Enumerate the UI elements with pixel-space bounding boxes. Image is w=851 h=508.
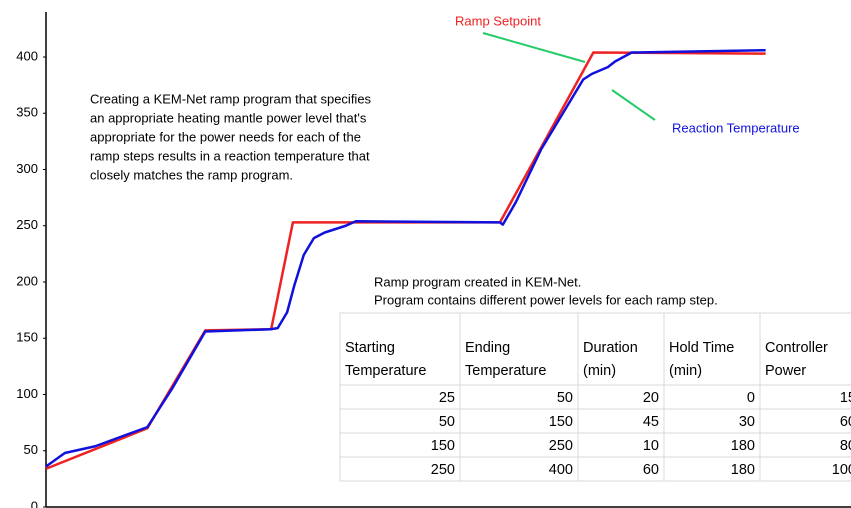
table-cell: 15 — [840, 390, 851, 406]
table-cell: 400 — [549, 462, 573, 478]
y-tick-label: 150 — [16, 330, 38, 345]
series-label: Reaction Temperature — [672, 120, 800, 135]
annotation: Creating a KEM-Net ramp program that spe… — [90, 91, 372, 106]
series-label: Ramp Setpoint — [455, 13, 541, 28]
table-cell: 100 — [832, 462, 851, 478]
table-cell: 45 — [643, 414, 659, 430]
table-header: (min) — [583, 363, 616, 379]
table-header: Power — [765, 363, 806, 379]
table-cell: 20 — [643, 390, 659, 406]
table-cell: 0 — [747, 390, 755, 406]
table-header: (min) — [669, 363, 702, 379]
table-header: Hold Time — [669, 340, 734, 356]
table-header: Starting — [345, 340, 395, 356]
y-tick-label: 50 — [24, 442, 38, 457]
table-caption: Ramp program created in KEM-Net. — [374, 274, 581, 289]
y-tick-label: 200 — [16, 273, 38, 288]
leader-line — [482, 32, 586, 63]
annotation: appropriate for the power needs for each… — [90, 129, 361, 144]
annotation: ramp steps results in a reaction tempera… — [90, 148, 370, 163]
table-cell: 180 — [731, 462, 755, 478]
table-header: Controller — [765, 340, 828, 356]
table-cell: 150 — [549, 414, 573, 430]
table-cell: 10 — [643, 438, 659, 454]
table-header: Temperature — [465, 363, 546, 379]
table-cell: 80 — [840, 438, 851, 454]
table-cell: 250 — [431, 462, 455, 478]
table-bg — [339, 312, 851, 482]
annotation: closely matches the ramp program. — [90, 167, 293, 182]
table-cell: 25 — [439, 390, 455, 406]
table-header: Temperature — [345, 363, 426, 379]
leader-line — [611, 89, 656, 121]
y-tick-label: 0 — [31, 498, 38, 508]
table-cell: 60 — [643, 462, 659, 478]
y-tick-label: 250 — [16, 217, 38, 232]
table-cell: 60 — [840, 414, 851, 430]
table-header: Ending — [465, 340, 510, 356]
annotation: an appropriate heating mantle power leve… — [90, 110, 367, 125]
table-cell: 50 — [439, 414, 455, 430]
table-header: Duration — [583, 340, 638, 356]
series-line — [45, 49, 766, 468]
table-cell: 250 — [549, 438, 573, 454]
y-tick-label: 350 — [16, 105, 38, 120]
table-cell: 30 — [739, 414, 755, 430]
table: Starting Temperature Ending Temperature Dura… — [339, 312, 851, 482]
y-tick-label: 100 — [16, 386, 38, 401]
y-tick-label: 400 — [16, 48, 38, 63]
table-caption: Program contains different power levels … — [374, 292, 718, 307]
table-cell: 150 — [431, 438, 455, 454]
table-cell: 50 — [557, 390, 573, 406]
table-cell: 180 — [731, 438, 755, 454]
y-tick-label: 300 — [16, 161, 38, 176]
